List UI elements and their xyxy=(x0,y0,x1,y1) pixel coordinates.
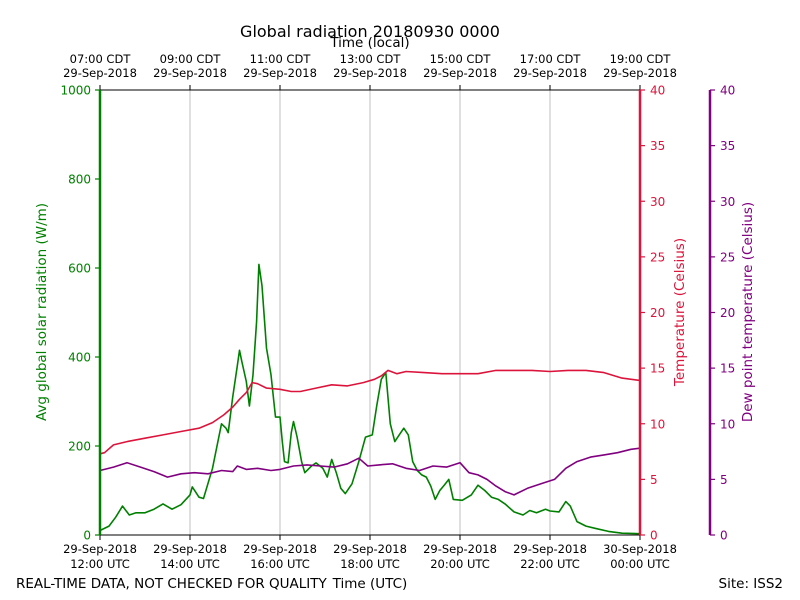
y-axis-label-left: Avg global solar radiation (W/m) xyxy=(34,203,50,421)
top-tick-label-time: 13:00 CDT xyxy=(340,52,402,66)
plot-lines xyxy=(99,263,641,535)
y-tick-label-dewpoint: 30 xyxy=(720,195,735,209)
top-tick-label-date: 29-Sep-2018 xyxy=(423,66,497,80)
y-tick-label-temperature: 25 xyxy=(650,250,665,264)
y-tick-label-left: 800 xyxy=(68,173,91,187)
y-tick-label-dewpoint: 15 xyxy=(720,362,735,376)
x-axis-label: Time (UTC) xyxy=(332,576,408,592)
x-tick-label-time: 00:00 UTC xyxy=(610,557,670,571)
top-tick-label-time: 07:00 CDT xyxy=(70,52,132,66)
y-tick-label-temperature: 35 xyxy=(650,139,665,153)
y-tick-label-dewpoint: 5 xyxy=(720,473,728,487)
top-tick-label-date: 29-Sep-2018 xyxy=(243,66,317,80)
y-tick-label-left: 600 xyxy=(68,262,91,276)
y-tick-label-temperature: 15 xyxy=(650,362,665,376)
x-tick-label-date: 29-Sep-2018 xyxy=(243,542,317,556)
top-tick-label-time: 19:00 CDT xyxy=(610,52,672,66)
y-tick-label-temperature: 10 xyxy=(650,417,665,431)
chart-title: Global radiation 20180930 0000 xyxy=(240,22,500,41)
y-tick-label-temperature: 40 xyxy=(650,84,665,98)
radiation-line xyxy=(99,263,641,535)
x-tick-label-date: 29-Sep-2018 xyxy=(423,542,497,556)
top-tick-label-time: 11:00 CDT xyxy=(250,52,312,66)
y-tick-label-left: 1000 xyxy=(60,84,91,98)
y-tick-label-left: 0 xyxy=(83,529,91,543)
x-tick-label-time: 22:00 UTC xyxy=(520,557,580,571)
top-tick-label-time: 09:00 CDT xyxy=(160,52,222,66)
y-axis-label-dewpoint: Dew point temperature (Celsius) xyxy=(740,202,756,422)
y-tick-label-dewpoint: 35 xyxy=(720,139,735,153)
top-tick-label-date: 29-Sep-2018 xyxy=(333,66,407,80)
quality-disclaimer: REAL-TIME DATA, NOT CHECKED FOR QUALITY xyxy=(16,576,328,592)
y-tick-label-dewpoint: 10 xyxy=(720,417,735,431)
top-tick-label-date: 29-Sep-2018 xyxy=(153,66,227,80)
top-tick-label-time: 15:00 CDT xyxy=(430,52,492,66)
x-tick-label-date: 29-Sep-2018 xyxy=(513,542,587,556)
temperature-line xyxy=(99,369,641,455)
top-axis-label: Time (local) xyxy=(329,35,409,51)
top-tick-label-date: 29-Sep-2018 xyxy=(63,66,137,80)
site-label: Site: ISS2 xyxy=(719,576,783,592)
y-tick-label-dewpoint: 20 xyxy=(720,306,735,320)
y-tick-label-temperature: 5 xyxy=(650,473,658,487)
y-tick-label-temperature: 0 xyxy=(650,529,658,543)
x-tick-label-time: 16:00 UTC xyxy=(250,557,310,571)
x-tick-label-date: 29-Sep-2018 xyxy=(333,542,407,556)
y-tick-label-temperature: 20 xyxy=(650,306,665,320)
y-tick-label-dewpoint: 0 xyxy=(720,529,728,543)
top-tick-label-date: 29-Sep-2018 xyxy=(603,66,677,80)
x-tick-label-date: 29-Sep-2018 xyxy=(63,542,137,556)
x-tick-label-time: 18:00 UTC xyxy=(340,557,400,571)
y-axis-label-temperature: Temperature (Celsius) xyxy=(672,238,688,387)
x-tick-label-time: 20:00 UTC xyxy=(430,557,490,571)
x-tick-label-time: 14:00 UTC xyxy=(160,557,220,571)
x-tick-label-time: 12:00 UTC xyxy=(70,557,130,571)
y-tick-label-left: 200 xyxy=(68,440,91,454)
y-tick-label-dewpoint: 25 xyxy=(720,250,735,264)
x-tick-label-date: 29-Sep-2018 xyxy=(153,542,227,556)
dewpoint-line xyxy=(99,447,641,496)
y-tick-label-left: 400 xyxy=(68,351,91,365)
grid xyxy=(189,90,551,535)
y-tick-label-dewpoint: 40 xyxy=(720,84,735,98)
x-tick-label-date: 30-Sep-2018 xyxy=(603,542,677,556)
top-tick-label-date: 29-Sep-2018 xyxy=(513,66,587,80)
y-tick-label-temperature: 30 xyxy=(650,195,665,209)
top-tick-label-time: 17:00 CDT xyxy=(520,52,582,66)
